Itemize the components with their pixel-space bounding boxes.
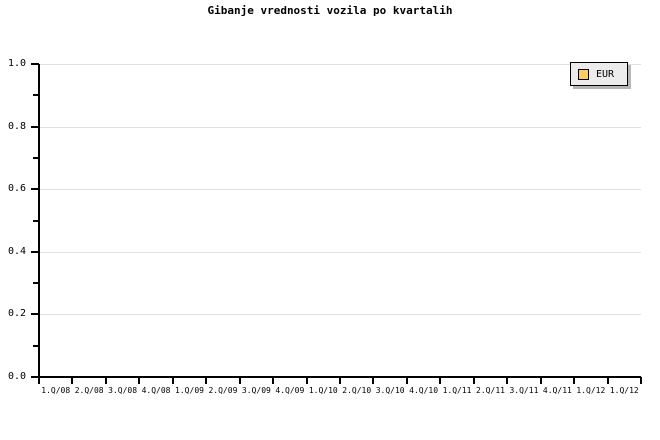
legend-swatch-eur <box>578 68 589 80</box>
x-axis-tick <box>138 377 141 384</box>
x-axis-label: 4.Q/08 <box>141 386 171 395</box>
y-axis-label: 0.2 <box>7 308 26 320</box>
x-axis-tick <box>606 377 609 384</box>
y-axis-tick <box>31 313 39 316</box>
legend-label-eur: EUR <box>596 68 615 80</box>
legend[interactable]: EUR <box>570 62 628 86</box>
y-axis-label: 0.6 <box>7 183 26 195</box>
y-axis-label: 1.0 <box>7 58 26 69</box>
x-axis-tick <box>38 377 40 384</box>
y-axis-minor-tick <box>33 282 39 285</box>
y-axis-label: 0.4 <box>7 245 26 257</box>
chart-title: Gibanje vrednosti vozila po kvartalih <box>207 4 453 17</box>
y-axis-minor-tick <box>33 156 39 159</box>
x-axis-label: 2.Q/08 <box>74 386 104 395</box>
gridline <box>39 314 641 316</box>
x-axis-tick <box>506 377 509 384</box>
x-axis-label: 1.Q/11 <box>442 386 472 395</box>
x-axis-tick <box>372 377 375 384</box>
x-axis-label: 1.Q/12 <box>576 386 606 395</box>
y-axis-minor-tick <box>33 219 39 222</box>
x-axis-tick <box>472 377 475 384</box>
x-axis-label: 3.Q/10 <box>375 386 405 395</box>
y-axis-minor-tick <box>33 344 39 347</box>
y-axis-line <box>38 64 40 378</box>
gridline <box>39 251 641 253</box>
x-axis-label: 3.Q/09 <box>241 386 271 395</box>
y-axis-tick <box>31 188 39 191</box>
x-axis-tick <box>104 377 107 384</box>
x-axis-tick <box>238 377 241 384</box>
x-axis-label: 4.Q/09 <box>275 386 305 395</box>
gridline <box>39 189 641 191</box>
x-axis-label: 1.Q/09 <box>175 386 204 395</box>
x-axis-tick <box>339 377 341 384</box>
x-axis-tick <box>405 377 408 384</box>
x-axis-label: 2.Q/10 <box>342 386 372 395</box>
plot-area <box>39 64 641 377</box>
y-axis-tick <box>31 125 39 128</box>
x-axis-tick <box>539 377 542 384</box>
y-axis-tick <box>31 250 39 253</box>
x-axis-label: 3.Q/08 <box>108 386 138 395</box>
x-axis-tick <box>171 377 174 384</box>
x-axis-tick <box>573 377 576 384</box>
y-axis-tick <box>31 376 39 378</box>
x-axis-tick <box>272 377 275 384</box>
x-axis-tick <box>205 377 208 384</box>
x-axis-label: 2.Q/09 <box>208 386 238 395</box>
gridline <box>39 126 641 128</box>
x-axis-tick <box>71 377 74 384</box>
x-axis-label: 3.Q/11 <box>509 386 539 395</box>
y-axis-tick <box>31 63 39 65</box>
x-axis-tick <box>640 377 642 384</box>
y-axis-label: 0.0 <box>7 371 26 382</box>
x-axis-label: 1.Q/10 <box>308 386 338 395</box>
x-axis-label: 1.Q/08 <box>41 386 71 395</box>
y-axis-label: 0.8 <box>7 120 26 132</box>
y-axis-minor-tick <box>33 94 39 97</box>
x-axis-label: 4.Q/11 <box>542 386 572 395</box>
x-axis-label: 4.Q/10 <box>409 386 439 395</box>
gridline <box>39 64 641 65</box>
x-axis-tick <box>439 377 442 384</box>
x-axis-label: 2.Q/11 <box>476 386 505 395</box>
x-axis-tick <box>305 377 308 384</box>
x-axis-label: 1.Q/12 <box>609 386 639 395</box>
